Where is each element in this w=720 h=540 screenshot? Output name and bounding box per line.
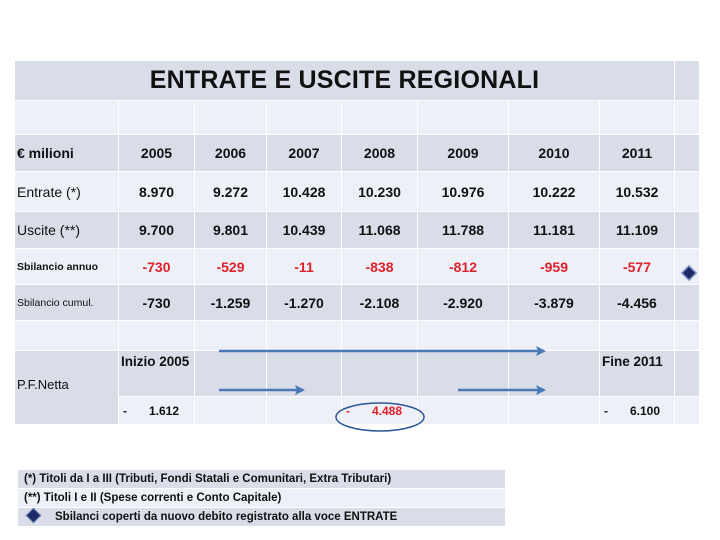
table-cell: 11.109 bbox=[599, 211, 675, 249]
footnotes: (*) Titoli da I a III (Tributi, Fondi St… bbox=[17, 469, 506, 527]
table-cell: -2.108 bbox=[341, 284, 418, 321]
table-cell: 10.976 bbox=[417, 171, 509, 212]
unit-label: € milioni bbox=[14, 134, 119, 172]
year-header: 2005 bbox=[118, 134, 195, 172]
row-label-sbilancio-annuo: Sbilancio annuo bbox=[14, 248, 119, 285]
year-header: 2011 bbox=[599, 134, 675, 172]
footnote-2: (**) Titoli I e II (Spese correnti e Con… bbox=[17, 488, 506, 508]
pf-mid-value: -4.488 bbox=[341, 396, 418, 425]
table-cell: 10.532 bbox=[599, 171, 675, 212]
table-cell: -959 bbox=[508, 248, 600, 285]
page-title: ENTRATE E USCITE REGIONALI bbox=[14, 60, 675, 101]
table-cell: -730 bbox=[118, 284, 195, 321]
table-cell: 9.801 bbox=[194, 211, 267, 249]
pf-end-value: -6.100 bbox=[599, 396, 675, 425]
pf-start-label: Inizio 2005 bbox=[118, 350, 195, 397]
table-cell: 11.068 bbox=[341, 211, 418, 249]
table-cell: -577 bbox=[599, 248, 675, 285]
year-header: 2006 bbox=[194, 134, 267, 172]
table-cell: -730 bbox=[118, 248, 195, 285]
pf-end-label: Fine 2011 bbox=[599, 350, 675, 397]
table-cell: -3.879 bbox=[508, 284, 600, 321]
year-header: 2009 bbox=[417, 134, 509, 172]
row-label-entrate: Entrate (*) bbox=[14, 171, 119, 212]
table-cell: 9.700 bbox=[118, 211, 195, 249]
table-cell: -812 bbox=[417, 248, 509, 285]
footnote-3: Sbilanci coperti da nuovo debito registr… bbox=[17, 507, 506, 527]
row-label-sbilancio-cumul: Sbilancio cumul. bbox=[14, 284, 119, 321]
table-cell: -529 bbox=[194, 248, 267, 285]
table-cell: 10.428 bbox=[266, 171, 342, 212]
year-header: 2008 bbox=[341, 134, 418, 172]
regional-budget-table: ENTRATE E USCITE REGIONALI € milioni 200… bbox=[14, 60, 700, 425]
row-label-uscite: Uscite (**) bbox=[14, 211, 119, 249]
table-cell: -4.456 bbox=[599, 284, 675, 321]
table-cell: -1.270 bbox=[266, 284, 342, 321]
table-cell: -1.259 bbox=[194, 284, 267, 321]
footnote-1: (*) Titoli da I a III (Tributi, Fondi St… bbox=[17, 469, 506, 489]
year-header: 2007 bbox=[266, 134, 342, 172]
table-cell: 11.788 bbox=[417, 211, 509, 249]
diamond-marker-icon bbox=[25, 508, 42, 524]
table-cell: 11.181 bbox=[508, 211, 600, 249]
table-cell: 10.230 bbox=[341, 171, 418, 212]
year-header: 2010 bbox=[508, 134, 600, 172]
table-cell: -11 bbox=[266, 248, 342, 285]
row-label-pf-netta: P.F.Netta bbox=[14, 350, 119, 425]
table-cell: 10.222 bbox=[508, 171, 600, 212]
table-cell: 8.970 bbox=[118, 171, 195, 212]
pf-start-value: -1.612 bbox=[118, 396, 195, 425]
table-cell: -838 bbox=[341, 248, 418, 285]
table-cell: 9.272 bbox=[194, 171, 267, 212]
table-cell: -2.920 bbox=[417, 284, 509, 321]
table-cell: 10.439 bbox=[266, 211, 342, 249]
